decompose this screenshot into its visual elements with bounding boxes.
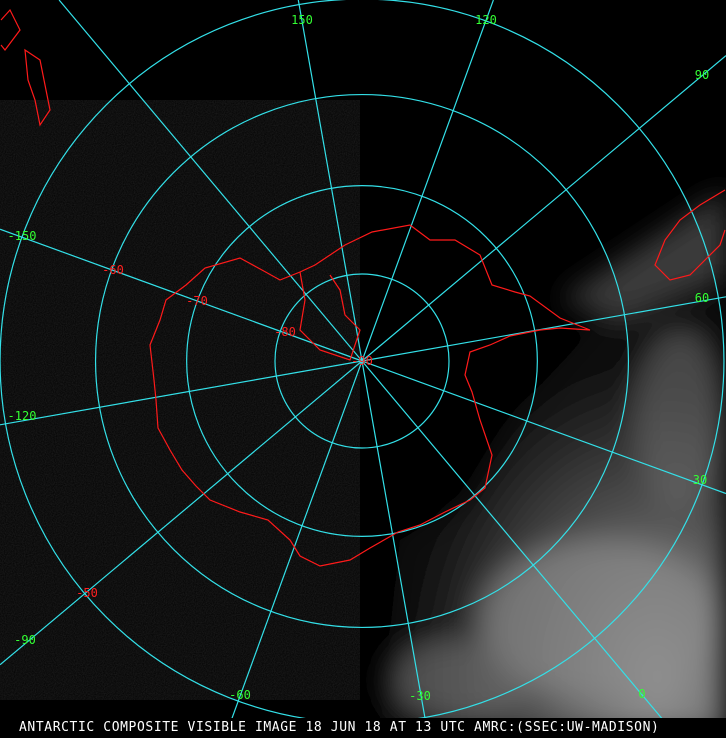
latitude-label: -60	[102, 263, 124, 277]
australia-coastline	[0, 8, 21, 51]
noise-texture	[0, 100, 360, 700]
latitude-label: -90	[351, 354, 373, 368]
longitude-label: -150	[8, 229, 37, 243]
satellite-imagery	[380, 190, 726, 738]
latitude-circle	[186, 185, 538, 537]
south-america-coastline	[654, 189, 726, 281]
latitude-circle	[94, 93, 630, 629]
graticule-labels: 150 120 90 60 30 0 -30 -60 -90 -120 -150 -90 -80 -70 -…	[8, 13, 710, 703]
longitude-label: 30	[693, 473, 707, 487]
longitude-label: 0	[638, 687, 645, 701]
meridian-line	[0, 360, 363, 426]
antarctica-coastline	[149, 224, 591, 567]
meridian-line	[361, 360, 430, 738]
latitude-circle	[274, 273, 450, 449]
longitude-label: 150	[291, 13, 313, 27]
longitude-label: 120	[475, 13, 497, 27]
latitude-label: -50	[76, 586, 98, 600]
meridian-line	[0, 360, 363, 666]
new-zealand-coastline	[24, 48, 51, 127]
longitude-label: -120	[8, 409, 37, 423]
meridian-line	[361, 55, 726, 362]
meridian-line	[361, 360, 726, 495]
longitude-label: -90	[14, 633, 36, 647]
image-caption: ANTARCTIC COMPOSITE VISIBLE IMAGE 18 JUN…	[0, 718, 726, 738]
meridian-line	[361, 296, 726, 362]
meridian-line	[361, 360, 679, 738]
longitude-label: -30	[409, 689, 431, 703]
meridian-line	[0, 228, 363, 362]
meridian-line	[361, 0, 494, 362]
longitude-label: -60	[229, 688, 251, 702]
meridian-line	[297, 0, 363, 362]
ross-ice-shelf	[299, 271, 361, 361]
longitude-label: 90	[695, 68, 709, 82]
meridian-line	[224, 360, 363, 738]
latitude-label: -80	[274, 325, 296, 339]
coastlines	[0, 8, 726, 567]
latitude-label: -70	[186, 294, 208, 308]
meridian-line	[58, 0, 363, 362]
longitude-label: 60	[695, 291, 709, 305]
